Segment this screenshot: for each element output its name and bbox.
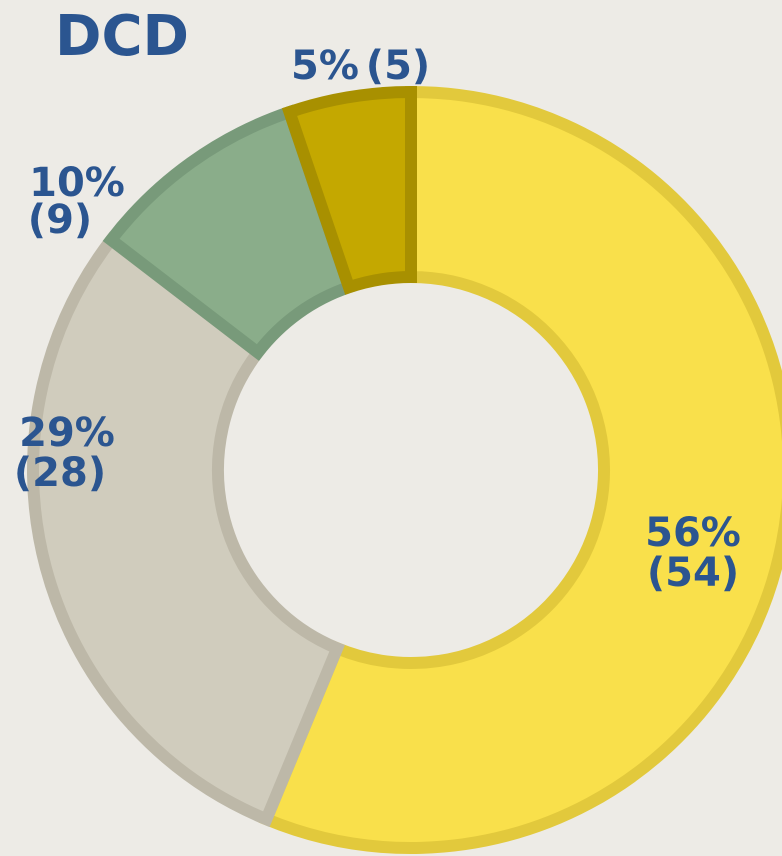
percentage-label: 10% bbox=[29, 160, 125, 206]
value-label: (54) bbox=[647, 550, 739, 596]
chart-title: DCD bbox=[55, 4, 189, 69]
donut-slice bbox=[258, 85, 782, 854]
percentage-label: 56% bbox=[645, 510, 741, 556]
value-label: (5) bbox=[366, 43, 430, 89]
donut-slice bbox=[27, 231, 345, 828]
percentage-label: 5% bbox=[291, 43, 359, 89]
donut-slice bbox=[281, 85, 417, 295]
value-label: (9) bbox=[28, 197, 92, 243]
value-label: (28) bbox=[14, 450, 106, 496]
percentage-label: 29% bbox=[19, 410, 115, 456]
